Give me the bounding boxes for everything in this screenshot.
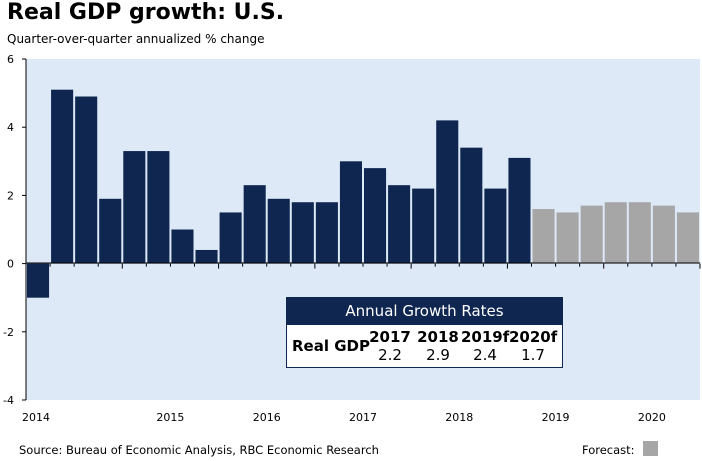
chart-title: Real GDP growth: U.S. (7, 0, 285, 25)
actual-bar (436, 120, 459, 264)
x-year-label: 2019 (542, 411, 570, 424)
actual-bar (460, 147, 483, 264)
x-year-label: 2020 (638, 411, 666, 424)
x-year-label: 2017 (349, 411, 377, 424)
annual-year: 2020f (509, 328, 558, 346)
actual-bar (364, 168, 387, 264)
annual-value: 2.4 (473, 346, 497, 364)
y-tick-label: 0 (7, 258, 14, 271)
annual-value: 1.7 (521, 346, 545, 364)
x-year-label: 2018 (445, 411, 473, 424)
actual-bar (195, 249, 218, 264)
actual-bar (484, 188, 507, 264)
actual-bar (147, 151, 170, 264)
actual-bar (267, 198, 290, 264)
actual-bar (339, 161, 362, 264)
actual-bar (75, 96, 98, 264)
actual-bar (315, 202, 338, 264)
actual-bar (508, 157, 531, 264)
annual-year: 2017 (369, 328, 411, 346)
x-ticks-group: 2014 2015 2016 2017 2018 2019 2020 (22, 263, 701, 424)
y-tick-label: 6 (7, 53, 14, 66)
x-year-label: 2015 (156, 411, 184, 424)
y-ticks-group: -4 -2 0 2 4 6 (3, 53, 26, 407)
annual-row-label: Real GDP (292, 337, 370, 355)
annual-table-title: Annual Growth Rates (287, 298, 562, 325)
annual-value: 2.9 (426, 346, 450, 364)
y-tick-label: -2 (3, 326, 14, 339)
actual-bar (291, 202, 314, 264)
y-tick-label: -4 (3, 394, 14, 407)
source-note: Source: Bureau of Economic Analysis, RBC… (19, 443, 379, 457)
forecast-bar (580, 205, 603, 264)
forecast-bar (652, 205, 675, 264)
actual-bar (388, 185, 411, 264)
actual-bar (51, 89, 74, 264)
actual-bar (219, 212, 242, 264)
forecast-bar (532, 209, 555, 264)
forecast-bar (556, 212, 579, 264)
forecast-bar (628, 202, 651, 264)
x-year-label: 2016 (253, 411, 281, 424)
actual-bar (243, 185, 266, 264)
y-tick-label: 2 (7, 189, 14, 202)
annual-value: 2.2 (378, 346, 402, 364)
actual-bar (412, 188, 435, 264)
annual-year: 2019f (461, 328, 510, 346)
bars-group (27, 89, 699, 298)
forecast-bar (676, 212, 699, 264)
actual-bar (99, 198, 122, 264)
actual-bar (171, 229, 194, 264)
forecast-bar (604, 202, 627, 264)
chart-subtitle: Quarter-over-quarter annualized % change (7, 32, 265, 46)
forecast-legend-swatch (643, 441, 658, 456)
x-year-label: 2014 (22, 411, 50, 424)
actual-bar (27, 263, 50, 298)
actual-bar (123, 151, 146, 264)
y-tick-label: 4 (7, 121, 14, 134)
forecast-legend-label: Forecast: (582, 443, 635, 457)
annual-growth-table: Annual Growth Rates Real GDP 2017 2018 2… (286, 297, 563, 368)
annual-year: 2018 (417, 328, 459, 346)
